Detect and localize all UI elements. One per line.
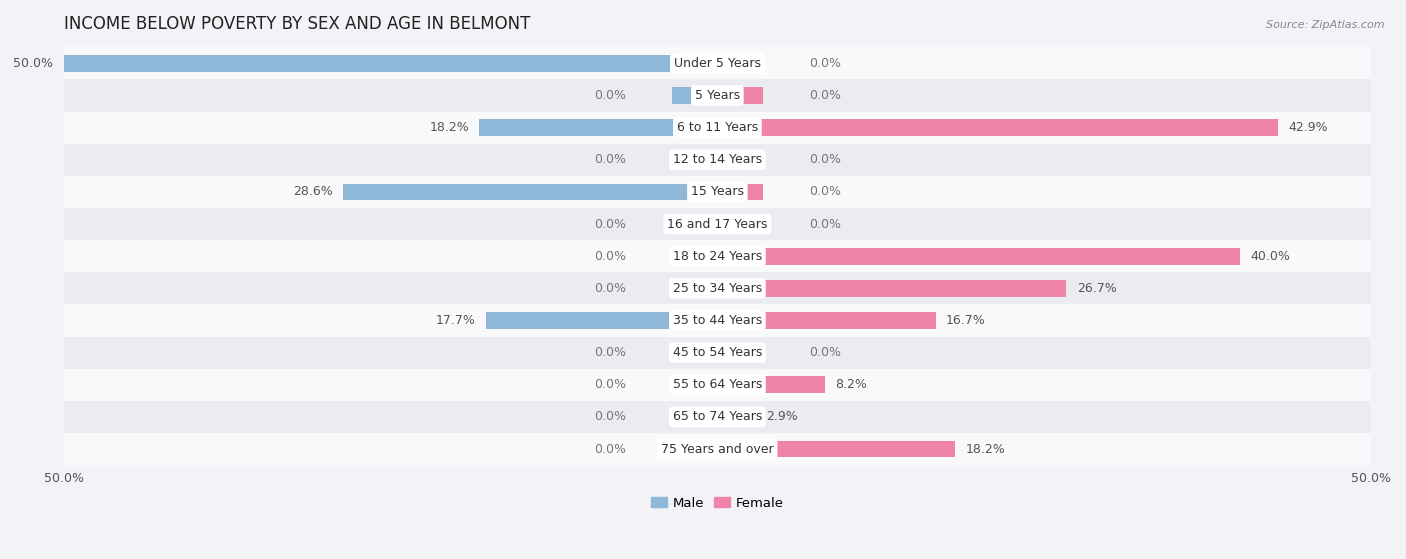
Bar	[672, 376, 717, 393]
Bar	[672, 248, 717, 264]
Text: 0.0%: 0.0%	[593, 443, 626, 456]
Text: 0.0%: 0.0%	[593, 89, 626, 102]
Bar	[717, 312, 935, 329]
Text: 18.2%: 18.2%	[966, 443, 1005, 456]
Text: 0.0%: 0.0%	[808, 346, 841, 359]
Bar	[717, 440, 955, 457]
Bar	[717, 55, 763, 72]
Bar	[479, 119, 717, 136]
Bar	[672, 344, 717, 361]
Bar	[717, 119, 1278, 136]
Text: 5 Years: 5 Years	[695, 89, 740, 102]
Text: 16 and 17 Years: 16 and 17 Years	[668, 217, 768, 230]
Bar	[717, 151, 763, 168]
Text: 18 to 24 Years: 18 to 24 Years	[672, 250, 762, 263]
Text: 55 to 64 Years: 55 to 64 Years	[672, 378, 762, 391]
Text: Source: ZipAtlas.com: Source: ZipAtlas.com	[1267, 20, 1385, 30]
Text: INCOME BELOW POVERTY BY SEX AND AGE IN BELMONT: INCOME BELOW POVERTY BY SEX AND AGE IN B…	[63, 15, 530, 33]
Text: 0.0%: 0.0%	[593, 378, 626, 391]
Bar	[63, 369, 1371, 401]
Text: 0.0%: 0.0%	[593, 282, 626, 295]
Text: 15 Years: 15 Years	[690, 186, 744, 198]
Bar	[63, 433, 1371, 465]
Bar	[63, 112, 1371, 144]
Bar	[717, 248, 1240, 264]
Text: 2.9%: 2.9%	[766, 410, 797, 423]
Bar	[486, 312, 717, 329]
Bar	[672, 440, 717, 457]
Text: 42.9%: 42.9%	[1289, 121, 1329, 134]
Legend: Male, Female: Male, Female	[645, 491, 789, 515]
Bar	[717, 409, 763, 425]
Text: 17.7%: 17.7%	[436, 314, 475, 327]
Bar	[63, 337, 1371, 369]
Text: 0.0%: 0.0%	[593, 153, 626, 166]
Bar	[63, 48, 1371, 79]
Bar	[63, 79, 1371, 112]
Text: 0.0%: 0.0%	[593, 410, 626, 423]
Bar	[717, 87, 763, 104]
Text: 0.0%: 0.0%	[808, 217, 841, 230]
Text: 26.7%: 26.7%	[1077, 282, 1116, 295]
Text: 50.0%: 50.0%	[13, 57, 53, 70]
Bar	[672, 280, 717, 297]
Text: 40.0%: 40.0%	[1251, 250, 1291, 263]
Text: 12 to 14 Years: 12 to 14 Years	[673, 153, 762, 166]
Bar	[717, 183, 763, 200]
Text: 0.0%: 0.0%	[808, 57, 841, 70]
Text: 8.2%: 8.2%	[835, 378, 868, 391]
Bar	[672, 151, 717, 168]
Text: 6 to 11 Years: 6 to 11 Years	[676, 121, 758, 134]
Text: 45 to 54 Years: 45 to 54 Years	[672, 346, 762, 359]
Bar	[717, 216, 763, 233]
Bar	[63, 401, 1371, 433]
Bar	[672, 409, 717, 425]
Bar	[63, 305, 1371, 337]
Text: 0.0%: 0.0%	[808, 153, 841, 166]
Text: 0.0%: 0.0%	[808, 89, 841, 102]
Bar	[672, 216, 717, 233]
Text: 0.0%: 0.0%	[593, 346, 626, 359]
Text: Under 5 Years: Under 5 Years	[673, 57, 761, 70]
Bar	[717, 344, 763, 361]
Text: 25 to 34 Years: 25 to 34 Years	[672, 282, 762, 295]
Bar	[343, 183, 717, 200]
Text: 28.6%: 28.6%	[294, 186, 333, 198]
Bar	[63, 240, 1371, 272]
Text: 16.7%: 16.7%	[946, 314, 986, 327]
Bar	[672, 87, 717, 104]
Bar	[717, 280, 1066, 297]
Bar	[63, 272, 1371, 305]
Bar	[63, 55, 717, 72]
Text: 75 Years and over: 75 Years and over	[661, 443, 773, 456]
Bar	[63, 176, 1371, 208]
Text: 0.0%: 0.0%	[593, 250, 626, 263]
Text: 35 to 44 Years: 35 to 44 Years	[672, 314, 762, 327]
Bar	[63, 208, 1371, 240]
Bar	[717, 376, 824, 393]
Text: 0.0%: 0.0%	[808, 186, 841, 198]
Bar	[63, 144, 1371, 176]
Text: 65 to 74 Years: 65 to 74 Years	[672, 410, 762, 423]
Text: 18.2%: 18.2%	[429, 121, 470, 134]
Text: 0.0%: 0.0%	[593, 217, 626, 230]
